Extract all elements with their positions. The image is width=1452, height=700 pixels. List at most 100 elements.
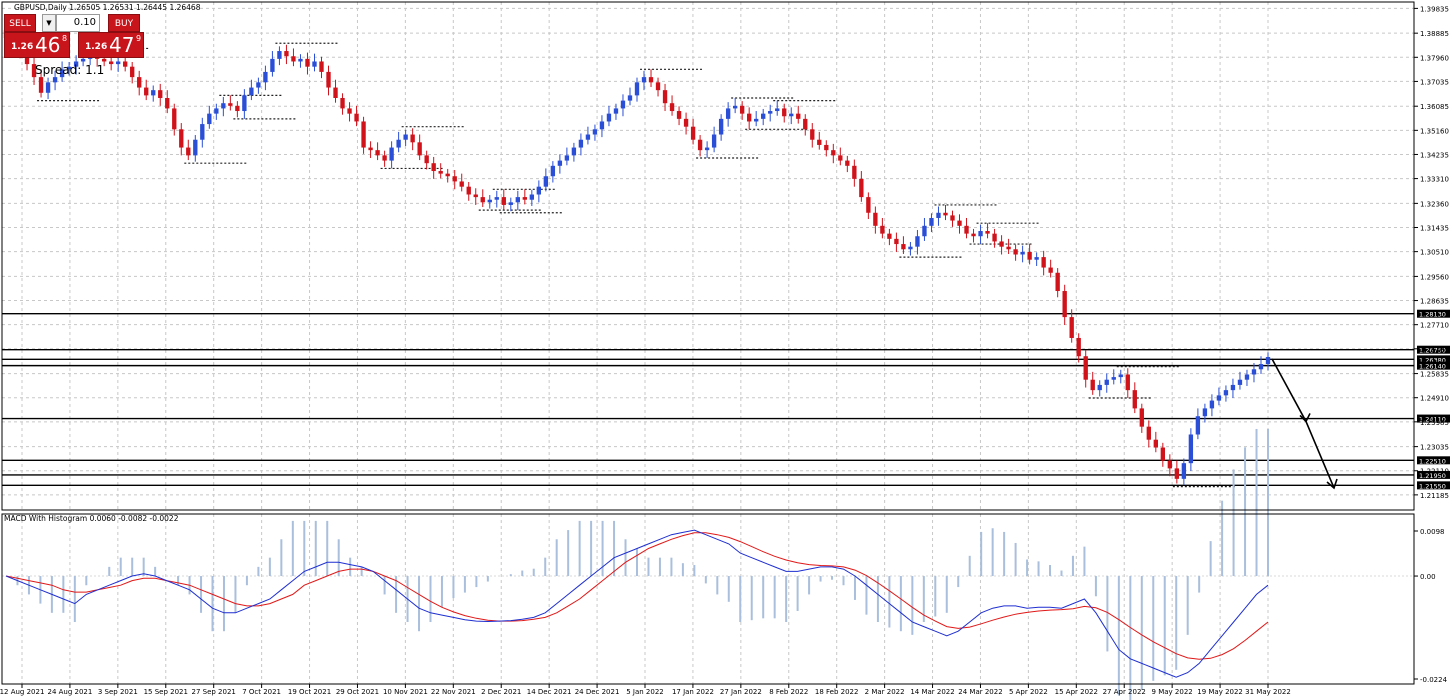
candle-body <box>550 165 556 177</box>
candle-body <box>52 77 58 83</box>
macd-histogram-bar <box>303 520 306 577</box>
macd-histogram-bar <box>762 576 765 619</box>
time-tick-label: 19 Oct 2021 <box>288 688 331 696</box>
level-tag-label: 1.28130 <box>1419 311 1446 319</box>
macd-histogram-bar <box>716 576 719 595</box>
candle-body <box>711 134 717 148</box>
candle-body <box>739 105 745 114</box>
macd-histogram-bar <box>1267 428 1269 577</box>
projection-arrows <box>1271 358 1338 490</box>
level-tag <box>1417 456 1450 465</box>
price-tick-label: 1.28635 <box>1420 298 1449 306</box>
level-tag-label: 1.26380 <box>1419 356 1446 364</box>
macd-histogram-bar <box>911 576 914 635</box>
macd-histogram-bar <box>1094 576 1097 597</box>
time-tick-label: 24 Dec 2021 <box>575 688 620 696</box>
macd-histogram-bar <box>349 557 352 577</box>
buy-price-button[interactable]: 1.26 47 9 <box>78 32 144 58</box>
arrow-segment <box>1305 421 1335 489</box>
candle-body <box>557 160 563 166</box>
time-tick-label: 10 Nov 2021 <box>383 688 428 696</box>
time-tick-label: 31 May 2022 <box>1245 688 1291 696</box>
macd-histogram-bar <box>257 566 260 577</box>
spread-label: Spread: 1.1 <box>35 63 105 77</box>
candle-body <box>382 155 387 161</box>
candle-body <box>277 51 282 59</box>
level-tag-label: 1.26140 <box>1419 363 1446 371</box>
price-tick-label: 1.22110 <box>1420 468 1449 476</box>
candle-body <box>796 113 801 119</box>
candle-body <box>235 105 240 112</box>
macd-main-line <box>5 529 1269 678</box>
macd-histogram-bar <box>544 557 547 577</box>
macd-histogram-bar <box>222 576 225 632</box>
candle-body <box>298 58 303 62</box>
candle-body <box>817 139 822 145</box>
candle-body <box>845 160 850 166</box>
candle-body <box>389 147 394 161</box>
time-tick-label: 19 May 2022 <box>1197 688 1243 696</box>
candle-body <box>193 139 198 156</box>
candle-body <box>704 147 710 151</box>
candle-body <box>1132 390 1137 409</box>
candle-body <box>242 95 247 112</box>
macd-histogram-bar <box>968 555 971 577</box>
candle-body <box>354 113 359 122</box>
macd-histogram-bar <box>1140 576 1143 691</box>
candle-body <box>536 186 542 195</box>
candle-body <box>1020 251 1025 255</box>
level-tag-label: 1.21950 <box>1419 472 1446 480</box>
candle-body <box>375 150 380 156</box>
macd-histogram-bar <box>62 576 65 613</box>
candle-body <box>887 233 892 239</box>
time-scale: 12 Aug 2021 24 Aug 2021 3 Sep 2021 15 Sep 2… <box>0 684 1291 696</box>
candle-body <box>831 150 836 156</box>
macd-histogram-bar <box>957 576 960 588</box>
macd-histogram-bar <box>1026 559 1029 577</box>
level-tag <box>1417 355 1450 364</box>
price-tick-label: 1.39835 <box>1420 5 1449 13</box>
macd-histogram-bar <box>853 576 856 600</box>
candle-body <box>999 241 1004 247</box>
candle-body <box>340 97 345 109</box>
macd-histogram-bar <box>601 520 604 577</box>
candle-body <box>901 244 906 250</box>
candle-body <box>207 113 212 125</box>
macd-histogram-bar <box>945 576 948 613</box>
macd-histogram-bar <box>142 557 145 577</box>
candle-body <box>508 202 513 205</box>
candle-body <box>648 77 654 83</box>
macd-histogram-bar <box>429 576 432 623</box>
candle-body <box>957 220 962 226</box>
macd-histogram-bar <box>613 520 616 577</box>
lot-size-input[interactable]: 0.10 <box>56 14 100 32</box>
candle-body <box>66 66 72 70</box>
candle-body <box>1223 390 1229 396</box>
candle-body <box>284 51 289 57</box>
time-tick-label: 14 Dec 2021 <box>527 688 572 696</box>
macd-histogram-bar <box>888 576 891 628</box>
candle-body <box>165 97 170 109</box>
candle-body <box>515 197 520 203</box>
lot-dropdown[interactable]: ▼ <box>42 14 56 32</box>
price-tick-label: 1.32360 <box>1420 200 1449 208</box>
macd-histogram-bar <box>452 576 455 599</box>
macd-histogram-bar <box>532 568 535 577</box>
sell-price-button[interactable]: 1.26 46 8 <box>4 32 70 58</box>
candle-body <box>1188 434 1194 464</box>
macd-histogram-bar <box>360 566 363 577</box>
time-tick-label: 27 Jan 2022 <box>720 688 762 696</box>
macd-histogram-bar <box>314 520 317 577</box>
macd-histogram-bar <box>567 530 570 577</box>
macd-histogram-bar <box>291 520 294 577</box>
candle-body <box>1125 374 1130 391</box>
candle-body <box>929 217 934 226</box>
candle-body <box>627 95 633 101</box>
candle-body <box>151 90 156 96</box>
macd-histogram-bar <box>1255 428 1258 577</box>
buy-button[interactable]: BUY <box>108 14 140 32</box>
macd-histogram-bar <box>211 576 214 632</box>
candle-body <box>754 118 759 122</box>
sell-button[interactable]: SELL <box>4 14 36 32</box>
